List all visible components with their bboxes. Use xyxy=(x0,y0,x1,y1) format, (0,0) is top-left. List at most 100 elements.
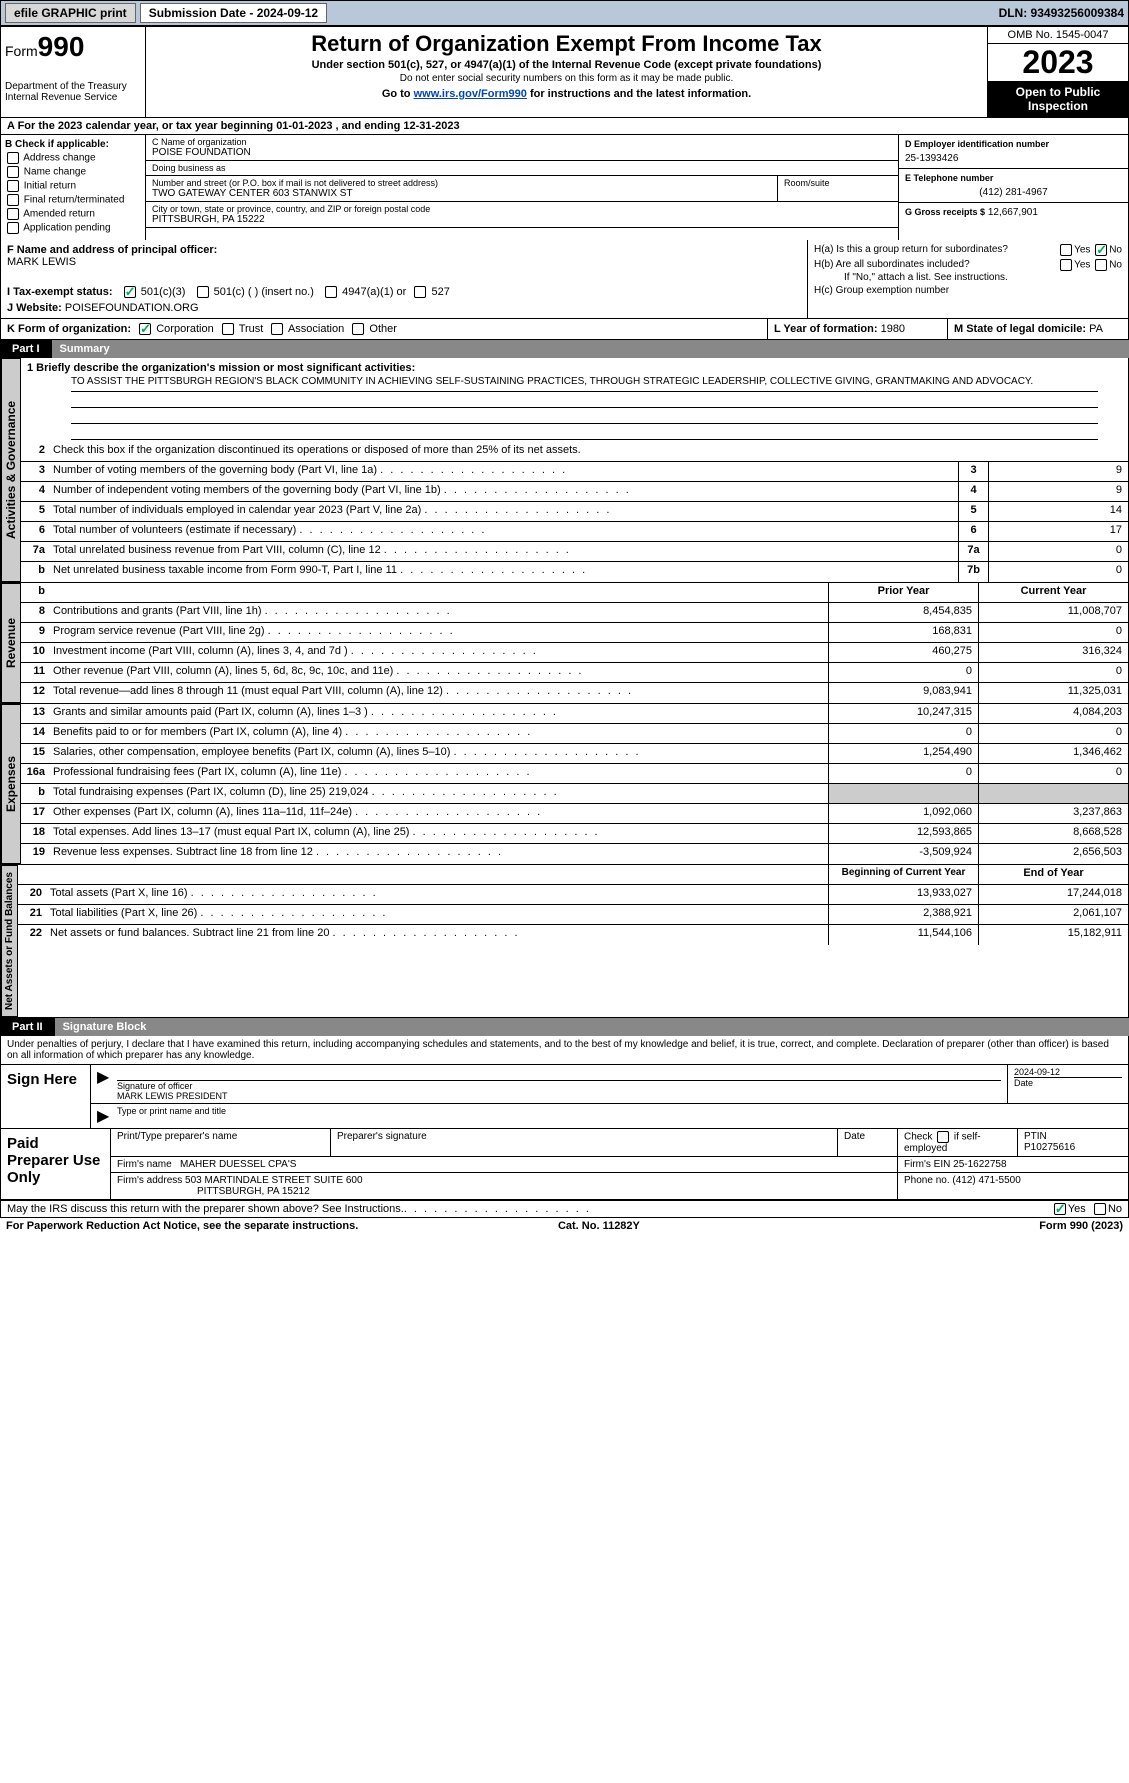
hb-yes: Yes xyxy=(1074,260,1090,271)
state-domicile-value: PA xyxy=(1089,323,1103,335)
check-discuss-no[interactable] xyxy=(1094,1203,1106,1215)
check-final-return[interactable] xyxy=(7,194,19,206)
line-desc: Total number of individuals employed in … xyxy=(49,502,958,521)
data-line: 20 Total assets (Part X, line 16) 13,933… xyxy=(18,885,1128,905)
line-num: 15 xyxy=(21,744,49,763)
part2-header: Part II Signature Block xyxy=(0,1018,1129,1036)
prep-addr-row: Firm's address 503 MARTINDALE STREET SUI… xyxy=(111,1173,1128,1199)
vtab-net-assets: Net Assets or Fund Balances xyxy=(1,865,18,1017)
label-final-return: Final return/terminated xyxy=(24,195,125,206)
check-initial-return[interactable] xyxy=(7,180,19,192)
check-4947[interactable] xyxy=(325,286,337,298)
check-address-change[interactable] xyxy=(7,152,19,164)
current-year-val: 11,325,031 xyxy=(978,683,1128,703)
header-title-block: Return of Organization Exempt From Incom… xyxy=(146,27,988,117)
phone-value: (412) 281-4967 xyxy=(905,187,1122,198)
check-name-change[interactable] xyxy=(7,166,19,178)
line-desc: Program service revenue (Part VIII, line… xyxy=(49,623,828,642)
check-association[interactable] xyxy=(271,323,283,335)
check-ha-no[interactable] xyxy=(1095,244,1107,256)
year-formation-value: 1980 xyxy=(881,323,905,335)
data-line: 8 Contributions and grants (Part VIII, l… xyxy=(21,603,1128,623)
prior-year-val: 0 xyxy=(828,724,978,743)
mission-block: TO ASSIST THE PITTSBURGH REGION'S BLACK … xyxy=(21,374,1128,442)
discuss-no: No xyxy=(1108,1203,1122,1215)
data-line: 15 Salaries, other compensation, employe… xyxy=(21,744,1128,764)
form990-link[interactable]: www.irs.gov/Form990 xyxy=(414,88,527,100)
label-initial-return: Initial return xyxy=(24,181,76,192)
check-application-pending[interactable] xyxy=(7,222,19,234)
prep-firm-row: Firm's name MAHER DUESSEL CPA'S Firm's E… xyxy=(111,1157,1128,1173)
check-trust[interactable] xyxy=(222,323,234,335)
line-num: 4 xyxy=(21,482,49,501)
current-year-val: 1,346,462 xyxy=(978,744,1128,763)
col-m-state: M State of legal domicile: PA xyxy=(948,319,1128,339)
rev-header-row: b Prior Year Current Year xyxy=(21,583,1128,603)
check-amended-return[interactable] xyxy=(7,208,19,220)
check-hb-yes[interactable] xyxy=(1060,259,1072,271)
check-discuss-yes[interactable] xyxy=(1054,1203,1066,1215)
hb-label: H(b) Are all subordinates included? xyxy=(814,259,970,270)
check-hb-no[interactable] xyxy=(1095,259,1107,271)
prior-year-val: 2,388,921 xyxy=(828,905,978,924)
part2-title: Signature Block xyxy=(55,1018,1129,1036)
firm-ein-cell: Firm's EIN 25-1622758 xyxy=(898,1157,1128,1172)
rev-hdr-prior: Prior Year xyxy=(828,583,978,602)
data-line: 21 Total liabilities (Part X, line 26) 2… xyxy=(18,905,1128,925)
line-desc: Check this box if the organization disco… xyxy=(49,442,1128,461)
line-num: 18 xyxy=(21,824,49,843)
check-ha-yes[interactable] xyxy=(1060,244,1072,256)
omb-number: OMB No. 1545-0047 xyxy=(988,27,1128,44)
label-trust: Trust xyxy=(239,323,264,335)
na-hdr-prior: Beginning of Current Year xyxy=(828,865,978,884)
firm-name: MAHER DUESSEL CPA'S xyxy=(180,1159,296,1170)
gov-line: 4 Number of independent voting members o… xyxy=(21,482,1128,502)
check-501c[interactable] xyxy=(197,286,209,298)
check-other[interactable] xyxy=(352,323,364,335)
city-value: PITTSBURGH, PA 15222 xyxy=(152,214,892,225)
form-title: Return of Organization Exempt From Incom… xyxy=(152,31,981,57)
form-org-label: K Form of organization: xyxy=(7,323,131,335)
firm-phone: (412) 471-5500 xyxy=(952,1175,1020,1186)
prior-year-val: -3,509,924 xyxy=(828,844,978,864)
signature-intro: Under penalties of perjury, I declare th… xyxy=(0,1036,1129,1065)
current-year-val: 8,668,528 xyxy=(978,824,1128,843)
prior-year-val: 168,831 xyxy=(828,623,978,642)
check-corporation[interactable] xyxy=(139,323,151,335)
data-line: 12 Total revenue—add lines 8 through 11 … xyxy=(21,683,1128,703)
efile-print-button[interactable]: efile GRAPHIC print xyxy=(5,3,136,23)
prior-year-val xyxy=(828,784,978,803)
data-line: 10 Investment income (Part VIII, column … xyxy=(21,643,1128,663)
check-501c3[interactable] xyxy=(124,286,136,298)
gross-label: G Gross receipts $ xyxy=(905,207,985,217)
line-box-val: 0 xyxy=(988,562,1128,582)
prior-year-val: 1,092,060 xyxy=(828,804,978,823)
col-b-checkboxes: B Check if applicable: Address change Na… xyxy=(1,135,146,240)
mission-q-text: 1 Briefly describe the organization's mi… xyxy=(27,362,415,374)
line-desc: Total unrelated business revenue from Pa… xyxy=(49,542,958,561)
line-num: 5 xyxy=(21,502,49,521)
officer-sig-label: Signature of officer xyxy=(117,1081,1001,1091)
check-self-employed[interactable] xyxy=(937,1131,949,1143)
part1-header: Part I Summary xyxy=(0,340,1129,358)
line-box-val: 14 xyxy=(988,502,1128,521)
label-501c3: 501(c)(3) xyxy=(141,286,186,298)
gov-line: 5 Total number of individuals employed i… xyxy=(21,502,1128,522)
form-prefix: Form xyxy=(5,43,38,59)
current-year-val: 2,656,503 xyxy=(978,844,1128,864)
label-application-pending: Application pending xyxy=(23,223,110,234)
type-print-label: Type or print name and title xyxy=(111,1104,1128,1128)
rev-hdr-curr: Current Year xyxy=(978,583,1128,602)
goto-prefix: Go to xyxy=(382,88,414,100)
paid-preparer-block: Paid Preparer Use Only Print/Type prepar… xyxy=(0,1129,1129,1200)
prep-h2: Preparer's signature xyxy=(331,1129,838,1156)
current-year-val: 15,182,911 xyxy=(978,925,1128,945)
label-4947: 4947(a)(1) or xyxy=(342,286,406,298)
tax-year: 2023 xyxy=(988,44,1128,81)
check-527[interactable] xyxy=(414,286,426,298)
label-address-change: Address change xyxy=(23,153,95,164)
line-desc: Salaries, other compensation, employee b… xyxy=(49,744,828,763)
gov-line: 2 Check this box if the organization dis… xyxy=(21,442,1128,462)
paid-preparer-label: Paid Preparer Use Only xyxy=(1,1129,111,1199)
rev-hdr-num: b xyxy=(21,583,49,602)
